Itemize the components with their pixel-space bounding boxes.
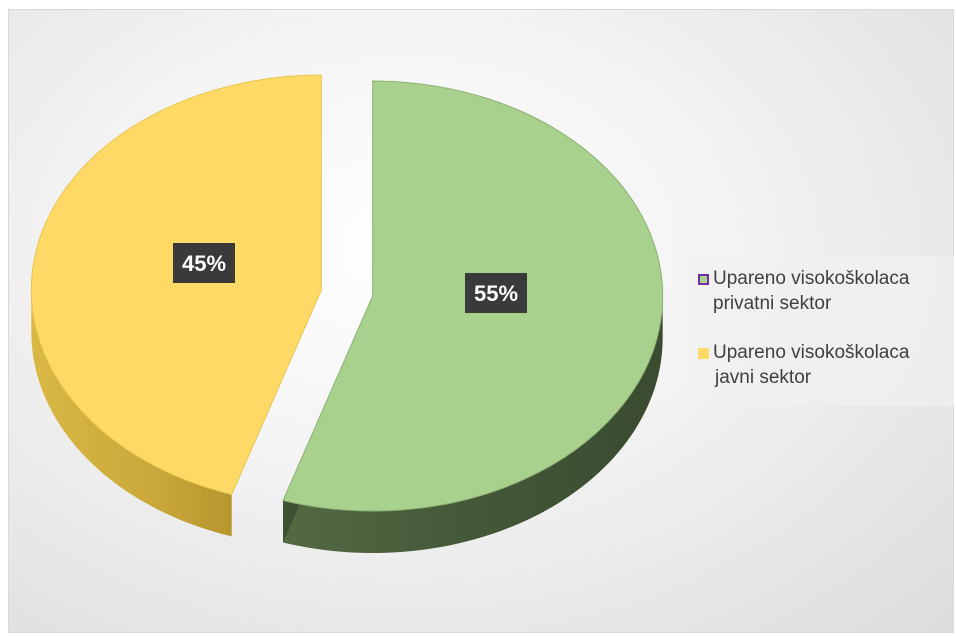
legend-label-javni-sektor: Upareno visokoškolaca javni sektor [713, 340, 909, 390]
chart-area: 55% 45% Upareno visokoškolaca privatni se… [8, 9, 954, 633]
legend-item-privatni-sektor: Upareno visokoškolaca privatni sektor [698, 266, 909, 316]
pie-slice-side-1 [31, 289, 232, 537]
data-label-box-0 [465, 273, 527, 313]
pie-slice-side-0 [283, 296, 663, 554]
legend-label-javni-line2: javni sektor [715, 367, 812, 388]
legend-item-javni-sektor: Upareno visokoškolaca javni sektor [698, 340, 909, 390]
legend-swatch-javni-sektor [698, 348, 709, 359]
pie-chart: 55% 45% [30, 74, 664, 554]
data-label-box-1 [173, 243, 235, 283]
legend-label-privatni-sektor: Upareno visokoškolaca privatni sektor [713, 266, 909, 316]
legend-swatch-privatni-sektor [698, 274, 709, 285]
data-label-0: 55% [474, 281, 518, 306]
legend-label-privatni-line2: privatni sektor [713, 293, 832, 314]
legend: Upareno visokoškolaca privatni sektor Up… [688, 256, 954, 406]
legend-label-privatni-line1: Upareno visokoškolaca [713, 268, 910, 289]
pie-slice-javni-sektor [30, 74, 322, 496]
data-label-1: 45% [182, 251, 226, 276]
legend-label-javni-line1: Upareno visokoškolaca [713, 342, 910, 363]
